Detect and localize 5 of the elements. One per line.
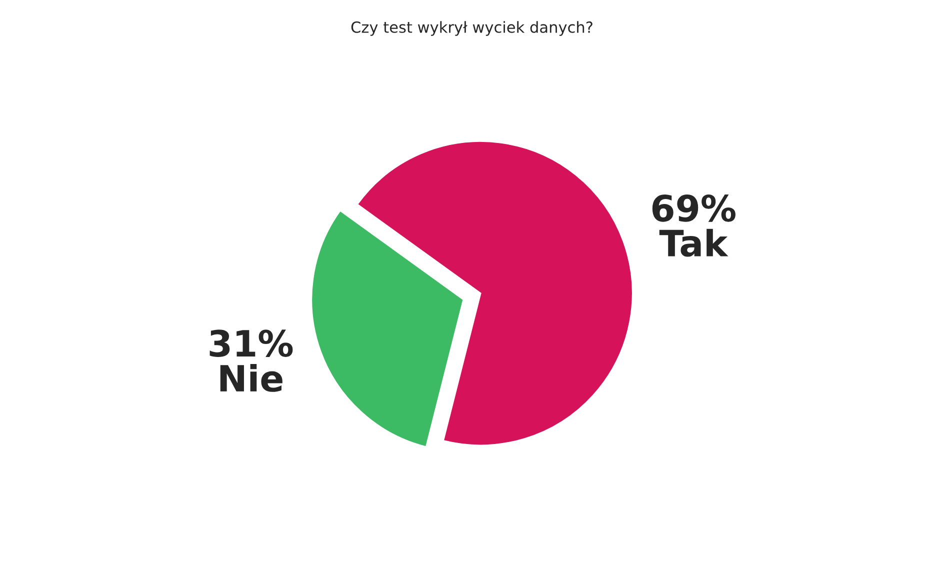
data-label: 69% xyxy=(652,194,736,222)
slice-label: Nie xyxy=(220,364,282,392)
data-label: 31% xyxy=(210,330,293,357)
slice-label: Tak xyxy=(659,228,728,257)
chart-title: Czy test wykrył wyciek danych? xyxy=(351,21,592,36)
